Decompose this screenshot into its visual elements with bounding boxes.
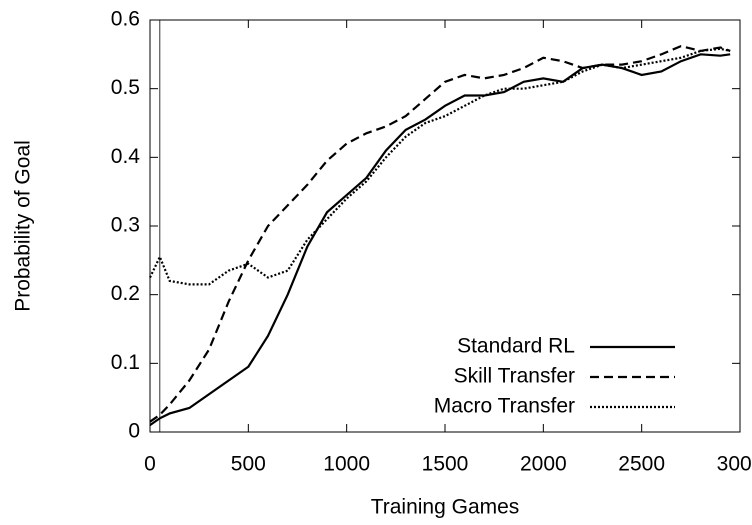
legend-label: Standard RL	[457, 335, 575, 358]
x-tick-label: 1000	[323, 453, 370, 476]
y-tick-label: 0.3	[111, 214, 140, 237]
x-tick-label: 0	[144, 453, 156, 476]
x-tick-label: 1500	[422, 453, 469, 476]
x-tick-label: 2000	[520, 453, 567, 476]
x-tick-label: 2500	[618, 453, 665, 476]
y-tick-label: 0.2	[111, 282, 140, 305]
y-tick-label: 0.4	[111, 145, 141, 168]
x-tick-label: 500	[231, 453, 266, 476]
legend-label: Skill Transfer	[454, 365, 575, 388]
y-axis-label: Probability of Goal	[12, 140, 35, 312]
series-line	[149, 53, 731, 427]
series-line	[149, 44, 731, 423]
x-axis-label: Training Games	[371, 496, 520, 519]
y-tick-label: 0.5	[111, 76, 140, 99]
y-tick-label: 0.6	[111, 8, 140, 31]
y-tick-label: 0	[128, 420, 140, 443]
y-tick-label: 0.1	[111, 351, 140, 374]
x-tick-label: 3000	[717, 453, 752, 476]
legend-label: Macro Transfer	[434, 395, 575, 418]
series-line	[149, 47, 731, 286]
